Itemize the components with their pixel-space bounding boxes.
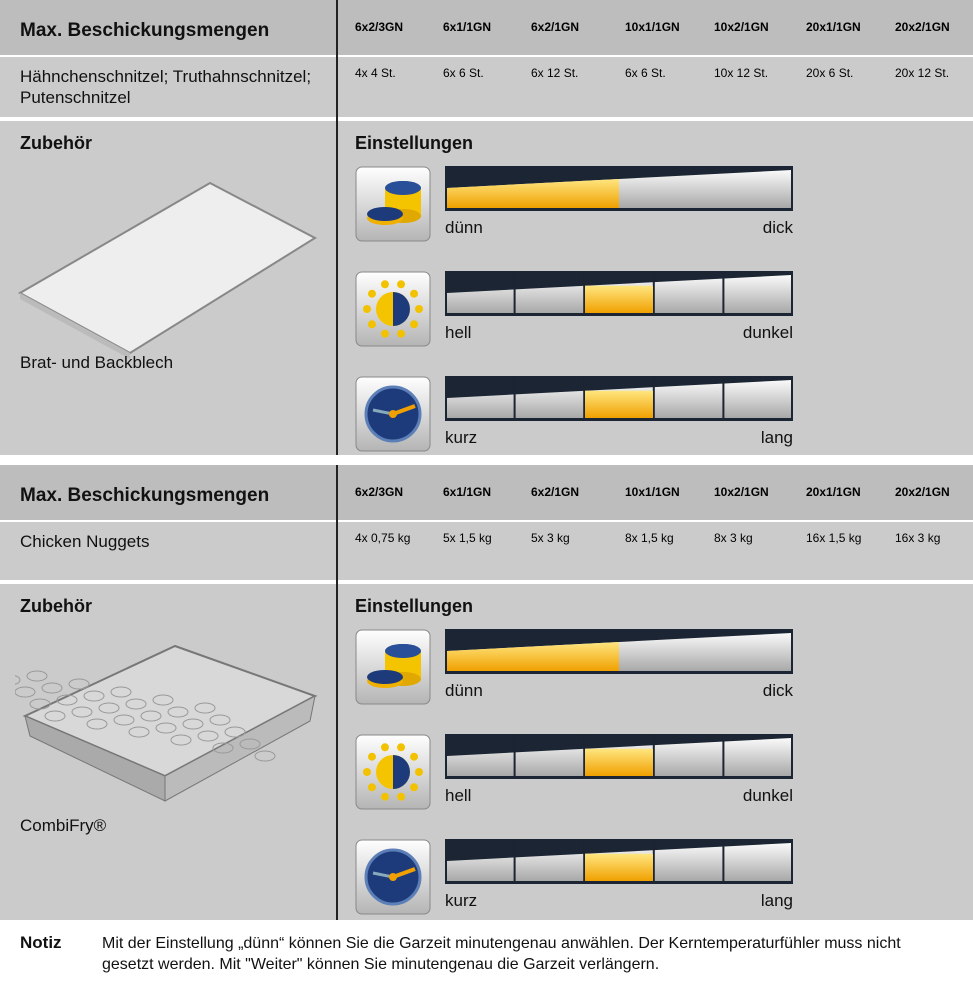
setting-right-label: lang [760,428,793,447]
column-header: 6x2/1GN [531,20,580,34]
amount: 6x 12 St. [531,66,579,80]
accessory-title: Zubehör [20,596,92,616]
setting-right-label: dick [762,218,793,237]
setting-icon-svg [355,271,431,347]
setting-right-label: dick [762,681,793,700]
column-header: 6x2/1GN [531,485,580,499]
setting-icon [355,376,431,452]
amount: 5x 1,5 kg [443,531,492,545]
setting-bar-svg [445,166,793,211]
amount: 5x 3 kg [531,531,570,545]
item-row [0,57,973,117]
amount: 10x 12 St. [714,66,769,80]
setting-icon-svg [355,376,431,452]
setting-bar [445,734,793,779]
setting-icon-svg [355,166,431,242]
column-header: 20x1/1GN [806,20,861,34]
setting-icon [355,839,431,915]
column-header: 20x2/1GN [895,485,950,499]
amount: 20x 6 St. [806,66,854,80]
setting-icon [355,734,431,810]
setting-icon [355,271,431,347]
settings-title: Einstellungen [355,596,474,616]
header-row [0,0,973,55]
setting-bar [445,271,793,316]
amount: 4x 4 St. [355,66,396,80]
amount: 16x 3 kg [895,531,941,545]
setting-icon [355,166,431,242]
setting-bar-svg [445,271,793,316]
setting-icon [355,629,431,705]
column-header: 10x1/1GN [625,485,680,499]
setting-icon-svg [355,629,431,705]
amount: 20x 12 St. [895,66,950,80]
setting-icon-svg [355,839,431,915]
accessory-image-svg [0,644,318,802]
setting-bar-svg [445,839,793,884]
accessory-image-svg [17,181,318,359]
divider [336,465,338,920]
column-header: 20x2/1GN [895,20,950,34]
accessory-label: CombiFry® [20,816,107,835]
setting-left-label: kurz [445,428,478,447]
setting-bar-svg [445,376,793,421]
column-header: 6x1/1GN [443,20,492,34]
amount: 8x 1,5 kg [625,531,674,545]
amount: 6x 6 St. [443,66,484,80]
setting-bar-svg [445,629,793,674]
setting-icon-svg [355,734,431,810]
column-header: 20x1/1GN [806,485,861,499]
setting-left-label: dünn [445,681,483,700]
setting-left-label: kurz [445,891,478,910]
accessory-image [0,626,320,826]
amount: 16x 1,5 kg [806,531,862,545]
amount: 6x 6 St. [625,66,666,80]
accessory-image [15,163,320,363]
column-header: 10x1/1GN [625,20,680,34]
amount: 4x 0,75 kg [355,531,411,545]
column-header: 6x2/3GN [355,485,404,499]
settings-title: Einstellungen [355,133,474,153]
setting-bar [445,839,793,884]
capacity-title: Max. Beschickungsmengen [20,485,270,506]
note-text: Mit der Einstellung „dünn“ können Sie di… [102,935,901,973]
column-header: 10x2/1GN [714,20,769,34]
setting-right-label: lang [760,891,793,910]
column-header: 10x2/1GN [714,485,769,499]
divider [336,0,338,455]
setting-bar [445,376,793,421]
accessory-title: Zubehör [20,133,92,153]
setting-bar [445,629,793,674]
setting-left-label: hell [445,786,472,805]
setting-right-label: dunkel [742,323,793,342]
column-header: 6x2/3GN [355,20,404,34]
note-label: Notiz [20,933,62,952]
header-row [0,465,973,520]
item-row [0,522,973,580]
item-name: Hähnchenschnitzel; Truthahnschnitzel; Pu… [20,67,312,107]
setting-right-label: dunkel [742,786,793,805]
column-header: 6x1/1GN [443,485,492,499]
item-name: Chicken Nuggets [20,532,150,551]
capacity-title: Max. Beschickungsmengen [20,20,270,41]
accessory-label: Brat- und Backblech [20,353,174,372]
setting-bar [445,166,793,211]
setting-left-label: hell [445,323,472,342]
setting-bar-svg [445,734,793,779]
setting-left-label: dünn [445,218,483,237]
amount: 8x 3 kg [714,531,753,545]
